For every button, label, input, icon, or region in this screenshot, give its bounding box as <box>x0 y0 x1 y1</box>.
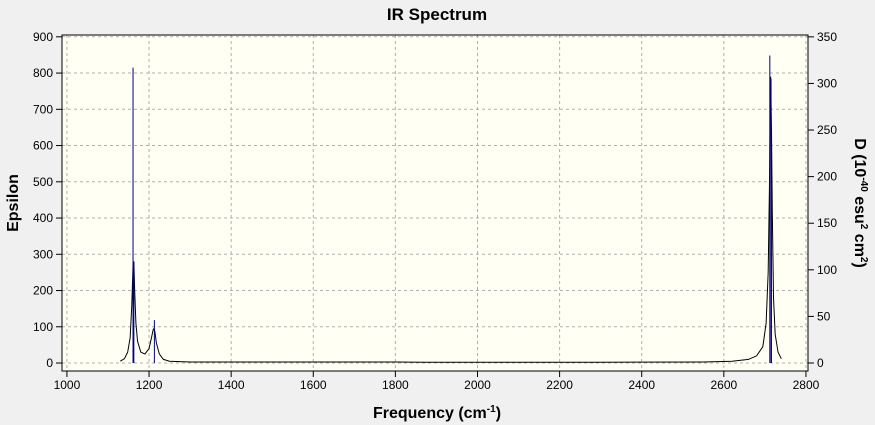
x-tick-label: 2800 <box>793 378 820 392</box>
plot-border <box>61 34 809 372</box>
y2-tick-label: 350 <box>817 30 837 44</box>
y-tick-label: 900 <box>33 30 53 44</box>
label-sup: -1 <box>487 404 496 415</box>
y2-tick-label: 250 <box>817 123 837 137</box>
y-tick-label: 300 <box>33 247 53 261</box>
y2-tick-label: 300 <box>817 76 837 90</box>
x-tick-label: 2400 <box>628 378 655 392</box>
x-tick-label: 1800 <box>382 378 409 392</box>
plot-area <box>62 35 808 371</box>
x-tick-label: 1400 <box>218 378 245 392</box>
label-part: D (10 <box>851 138 868 177</box>
y2-tick-label: 200 <box>817 170 837 184</box>
label-sup: 2 <box>858 224 869 230</box>
label-part: esu <box>851 192 868 224</box>
y2-tick-label: 0 <box>817 356 824 370</box>
y-tick-label: 200 <box>33 284 53 298</box>
y-tick-label: 100 <box>33 320 53 334</box>
x-tick-label: 2200 <box>546 378 573 392</box>
y2-axis-label: D (10-40 esu2 cm2) <box>851 138 869 268</box>
y-tick-label: 700 <box>33 102 53 116</box>
y2-tick-label: 150 <box>817 216 837 230</box>
y-tick-label: 400 <box>33 211 53 225</box>
x-tick-label: 2600 <box>710 378 737 392</box>
label-part: Frequency (cm <box>373 405 487 422</box>
y2-tick-label: 100 <box>817 263 837 277</box>
y2-tick-label: 50 <box>817 309 831 323</box>
y-axis-label: Epsilon <box>5 174 22 232</box>
y-tick-label: 0 <box>46 356 53 370</box>
y-tick-label: 500 <box>33 175 53 189</box>
y-tick-label: 600 <box>33 139 53 153</box>
x-tick-label: 2000 <box>464 378 491 392</box>
label-sup: -40 <box>858 177 869 192</box>
label-part: ) <box>496 405 501 422</box>
label-part: cm <box>851 229 868 257</box>
x-tick-label: 1200 <box>136 378 163 392</box>
x-tick-label: 1000 <box>54 378 81 392</box>
y-tick-label: 800 <box>33 66 53 80</box>
x-axis-label: Frequency (cm-1) <box>373 404 501 422</box>
chart-title: IR Spectrum <box>387 5 487 24</box>
x-tick-label: 1600 <box>300 378 327 392</box>
label-sup: 2 <box>858 257 869 263</box>
label-part: ) <box>851 262 868 267</box>
